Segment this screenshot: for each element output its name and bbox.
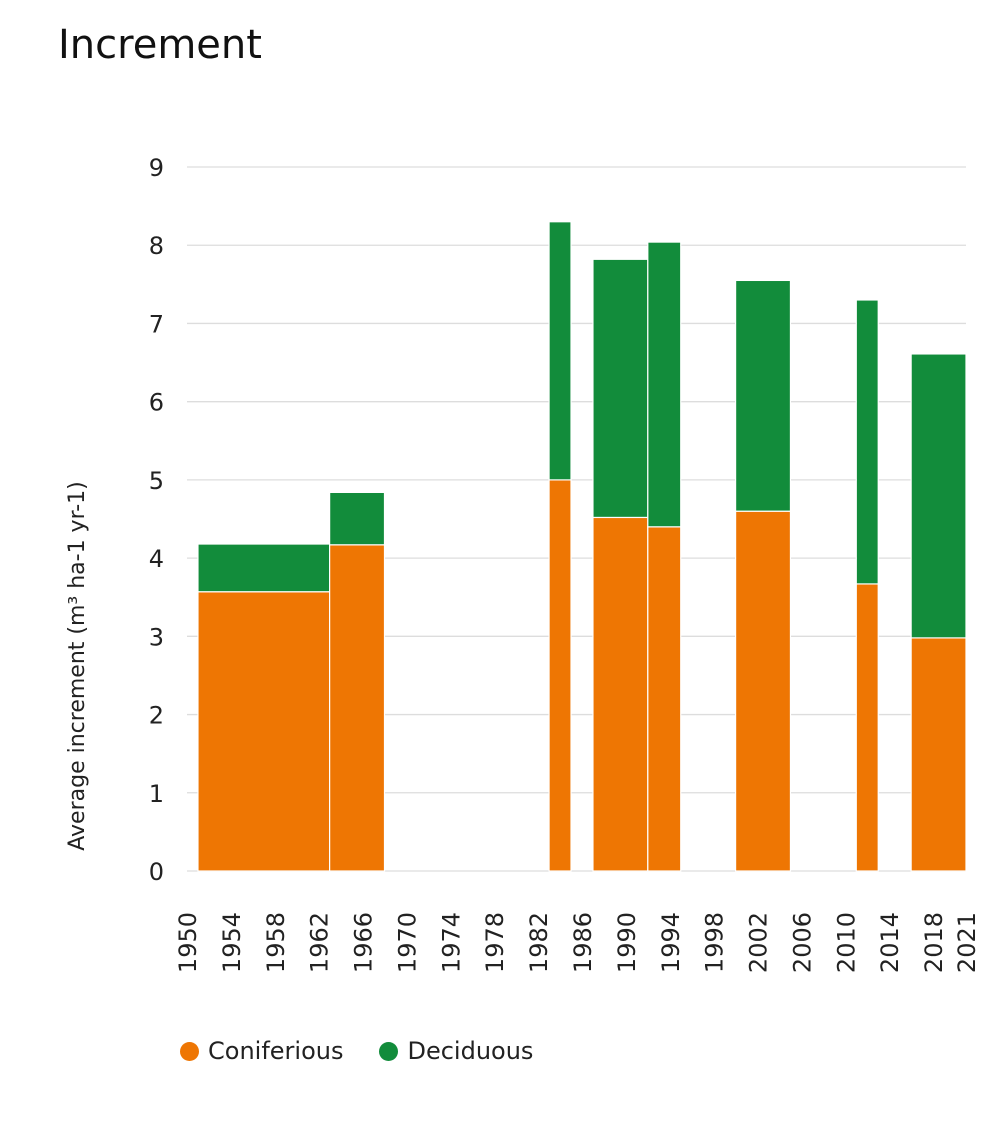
bar-coniferious [329,544,386,872]
chart-title: Increment [58,22,262,68]
legend-item-coniferious[interactable]: Coniferious [180,1037,343,1065]
bar-deciduous [734,279,792,512]
x-tick-label: 1978 [481,912,509,973]
x-tick-label: 1990 [613,912,641,973]
x-tick-label: 2021 [953,912,981,973]
x-tick-label: 1986 [569,912,597,973]
legend-label-coniferious: Coniferious [208,1037,344,1065]
deciduous-swatch-icon [379,1041,399,1061]
bar-coniferious [548,479,572,872]
bar-deciduous [647,241,682,528]
legend: Coniferious Deciduous [180,1037,533,1065]
bar-deciduous [329,491,386,546]
x-tick-label: 1982 [525,912,553,973]
x-tick-label: 2010 [832,912,860,973]
bar-coniferious [734,510,792,872]
x-axis-ticks: 1950 1954 1958 1962 1966 1970 1974 1978 1982 1986… [174,912,981,973]
y-tick-label: 5 [149,467,164,495]
bar-coniferious [197,591,331,872]
bar-coniferious [910,637,967,872]
x-tick-label: 1954 [218,912,246,973]
x-tick-label: 1950 [174,912,202,973]
bar-coniferious [647,526,682,872]
y-tick-label: 9 [149,154,164,182]
x-tick-label: 2002 [745,912,773,973]
x-tick-label: 1970 [393,912,421,973]
x-tick-label: 1974 [437,912,465,973]
x-tick-label: 1962 [306,912,334,973]
x-tick-label: 2006 [788,912,816,973]
bar-deciduous [592,258,649,519]
legend-label-deciduous: Deciduous [407,1037,534,1065]
x-tick-label: 1966 [350,912,378,973]
y-tick-label: 0 [149,858,164,886]
y-tick-label: 2 [149,702,164,730]
x-tick-label: 1998 [701,912,729,973]
bar-coniferious [855,583,879,872]
y-axis-label: Average increment (m³ ha-1 yr-1) [65,481,90,850]
bars [197,221,967,872]
bar-deciduous [548,221,572,481]
bar-coniferious [592,516,649,872]
y-tick-label: 4 [149,545,164,573]
y-tick-label: 6 [149,389,164,417]
x-tick-label: 1958 [262,912,290,973]
y-axis-ticks: 0 1 2 3 4 5 6 7 8 9 [149,154,164,886]
bar-deciduous [197,543,331,593]
bar-deciduous [910,353,967,639]
y-tick-label: 8 [149,232,164,260]
x-tick-label: 1994 [657,912,685,973]
y-tick-label: 7 [149,310,164,338]
x-tick-label: 2018 [920,912,948,973]
y-tick-label: 3 [149,623,164,651]
coniferious-swatch-icon [180,1041,199,1061]
x-tick-label: 2014 [876,912,904,973]
bar-deciduous [855,299,879,585]
legend-item-deciduous[interactable]: Deciduous [379,1037,533,1065]
y-tick-label: 1 [149,780,164,808]
